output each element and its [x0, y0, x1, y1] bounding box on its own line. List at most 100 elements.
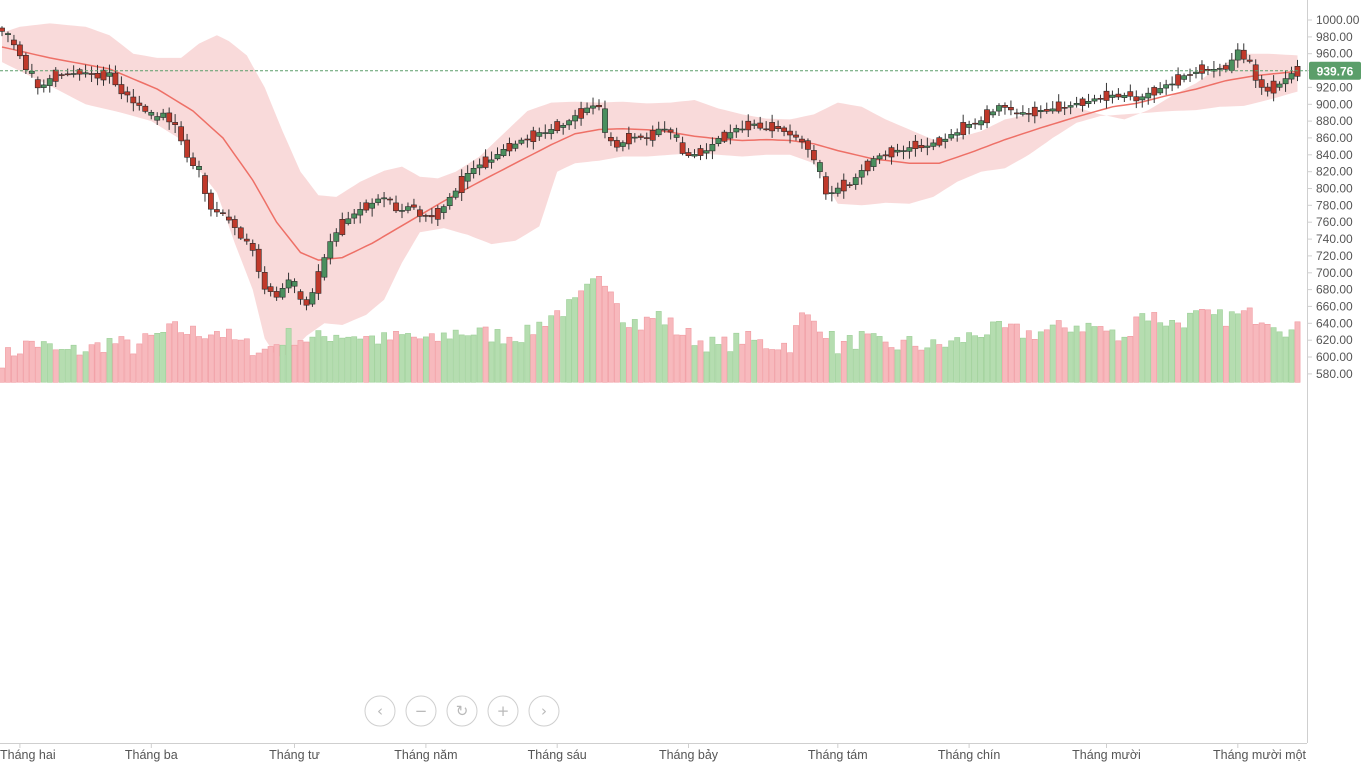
candle-body-down [960, 122, 967, 136]
volume-bar [124, 339, 131, 383]
volume-bar [82, 351, 89, 383]
price-tick-label: 780.00 [1316, 198, 1353, 212]
zoom-in-button[interactable]: + [487, 695, 519, 727]
volume-bar [996, 320, 1002, 383]
candle-body-up [996, 105, 1002, 112]
candle-body-up [900, 150, 907, 152]
volume-bar [16, 353, 23, 383]
candle-body-up [1073, 103, 1080, 106]
volume-bar [554, 310, 561, 383]
volume-bar [488, 341, 495, 383]
candle-body-down [166, 112, 173, 123]
volume-bar [476, 327, 483, 383]
candle-body-up [978, 120, 984, 126]
candle-body-down [679, 142, 686, 154]
candle-body-up [715, 138, 722, 144]
candle-body-up [1109, 94, 1116, 98]
time-axis: Tháng hai Tháng ba Tháng tư Tháng năm Tháng … [0, 743, 1307, 762]
volume-bar [291, 344, 298, 383]
volume-bar [1217, 309, 1223, 383]
candle-body-down [1007, 107, 1014, 111]
candle-body-down [267, 286, 274, 292]
candle-body-up [1145, 92, 1152, 99]
scroll-right-button[interactable]: › [528, 695, 560, 727]
candle-body-down [0, 27, 5, 32]
volume-bar [1121, 336, 1128, 383]
volume-bar [464, 335, 471, 383]
candle-body-down [912, 140, 919, 149]
volume-bar [799, 312, 805, 383]
candle-body-up [321, 257, 328, 278]
volume-bar [733, 332, 740, 383]
candle-body-down [11, 39, 17, 46]
volume-bar [524, 324, 531, 383]
volume-bar [1079, 331, 1086, 383]
candle-body-up [375, 198, 381, 203]
volume-bar [1109, 329, 1116, 383]
price-tick-label: 980.00 [1316, 30, 1353, 44]
zoom-out-button[interactable]: − [405, 695, 437, 727]
volume-bar [1025, 330, 1032, 383]
candle-body-down [1187, 74, 1193, 76]
candle-body-up [876, 155, 883, 160]
volume-bar [1223, 325, 1229, 383]
volume-bar [918, 349, 925, 383]
candle-body-down [58, 74, 65, 76]
candle-body-down [1175, 74, 1181, 86]
candle-body-up [566, 120, 572, 126]
reset-view-button[interactable]: ↻ [446, 695, 478, 727]
volume-bar [58, 349, 65, 383]
candle-body-up [1217, 68, 1223, 70]
volume-bar [518, 342, 525, 383]
candle-body-up [405, 206, 411, 211]
candle-body-down [799, 138, 805, 143]
volume-bar [1043, 329, 1050, 383]
volume-bar [924, 347, 931, 383]
volume-bar [46, 343, 53, 383]
candle-body-down [1252, 64, 1259, 81]
minus-icon: − [415, 702, 428, 720]
volume-bar [1288, 329, 1295, 383]
volume-bar [1061, 327, 1068, 383]
candle-body-up [584, 107, 590, 113]
candle-body-up [154, 116, 161, 121]
candle-body-up [285, 279, 292, 289]
candle-body-up [930, 142, 937, 147]
volume-bar [667, 317, 674, 383]
candle-body-down [237, 227, 244, 239]
volume-bar [351, 336, 358, 383]
candle-body-up [28, 70, 35, 74]
volume-bar [166, 323, 173, 383]
volume-bar [1031, 338, 1038, 383]
volume-bar [1240, 310, 1247, 383]
volume-bar [34, 346, 41, 383]
volume-bar [94, 342, 101, 383]
candle-body-up [673, 134, 680, 138]
volume-bar [196, 336, 202, 383]
candle-body-up [560, 125, 567, 128]
candle-body-down [363, 202, 370, 211]
candle-body-down [864, 160, 871, 172]
candle-body-down [697, 148, 704, 156]
month-label: Tháng ba [125, 748, 178, 762]
candle-body-down [261, 271, 268, 290]
volume-bar [387, 339, 393, 383]
candle-body-up [572, 115, 578, 122]
candle-body-down [793, 134, 799, 138]
volume-bar [1091, 326, 1098, 383]
volume-bar [1175, 322, 1181, 383]
candle-body-up [279, 287, 286, 298]
volume-bar [482, 326, 489, 383]
volume-bar [112, 343, 119, 383]
volume-bar [572, 297, 578, 383]
candle-body-down [273, 291, 280, 298]
candle-body-down [243, 238, 250, 242]
scroll-left-button[interactable]: ‹ [364, 695, 396, 727]
volume-bar [1205, 309, 1211, 383]
volume-bar [793, 325, 799, 383]
volume-bar [434, 340, 441, 383]
price-tick-label: 920.00 [1316, 80, 1353, 94]
volume-bar [512, 341, 519, 383]
candle-body-down [763, 128, 770, 131]
